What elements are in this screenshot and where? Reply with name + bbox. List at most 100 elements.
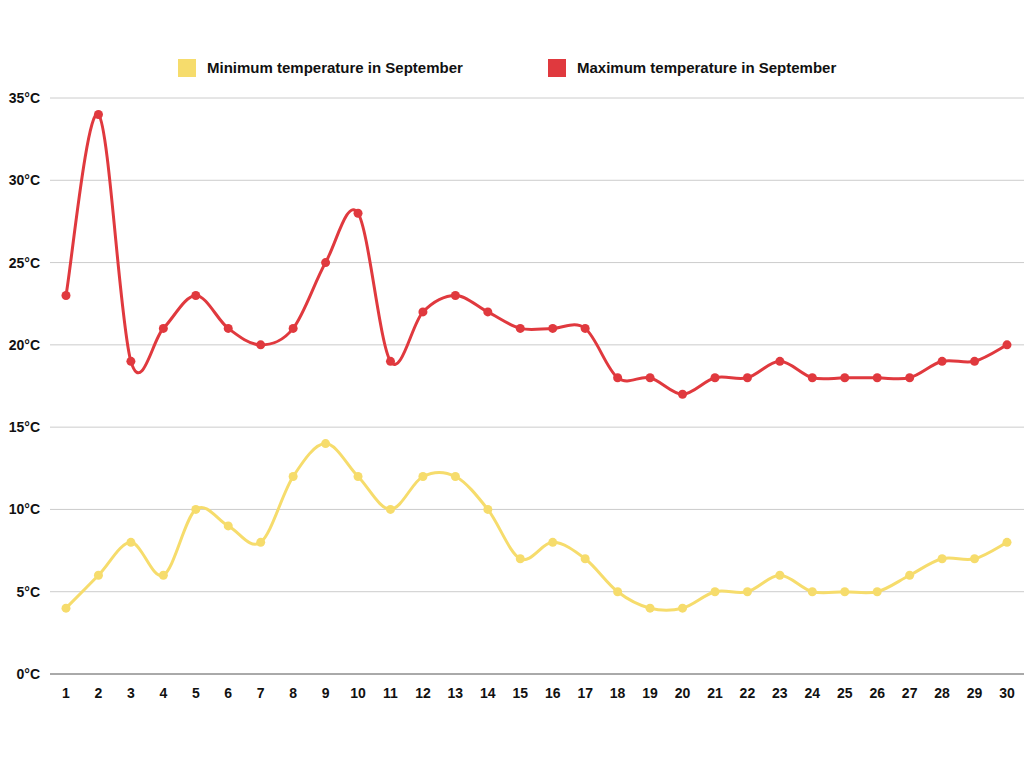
- x-tick-label: 3: [127, 685, 135, 701]
- legend-label: Minimum temperature in September: [207, 59, 463, 76]
- x-tick-label: 1: [62, 685, 70, 701]
- series-line: [66, 444, 1007, 611]
- series-point: [191, 291, 200, 300]
- x-tick-label: 5: [192, 685, 200, 701]
- series-point: [224, 324, 233, 333]
- y-tick-label: 25°C: [9, 255, 40, 271]
- series-point: [775, 571, 784, 580]
- x-tick-label: 28: [934, 685, 950, 701]
- y-tick-label: 5°C: [17, 584, 41, 600]
- x-tick-label: 18: [610, 685, 626, 701]
- series-point: [62, 604, 71, 613]
- series-point: [840, 373, 849, 382]
- x-tick-label: 27: [902, 685, 918, 701]
- y-tick-label: 35°C: [9, 90, 40, 106]
- series-point: [743, 587, 752, 596]
- series-point: [1003, 340, 1012, 349]
- x-tick-label: 12: [415, 685, 431, 701]
- series-point: [678, 604, 687, 613]
- grid-line: [50, 674, 1024, 675]
- series-point: [970, 357, 979, 366]
- legend-label: Maximum temperature in September: [577, 59, 836, 76]
- series-point: [354, 209, 363, 218]
- legend-swatch: [178, 59, 196, 77]
- y-tick-label: 15°C: [9, 419, 40, 435]
- series-point: [191, 505, 200, 514]
- series-point: [840, 587, 849, 596]
- grid-line: [50, 180, 1024, 181]
- x-tick-label: 29: [967, 685, 983, 701]
- x-tick-label: 2: [95, 685, 103, 701]
- series-point: [386, 505, 395, 514]
- x-tick-label: 22: [740, 685, 756, 701]
- x-tick-label: 10: [350, 685, 366, 701]
- series-point: [613, 373, 622, 382]
- y-tick-label: 20°C: [9, 337, 40, 353]
- legend-swatch: [548, 59, 566, 77]
- series-point: [646, 604, 655, 613]
- series-point: [62, 291, 71, 300]
- chart: 0°C5°C10°C15°C20°C25°C30°C35°C1234567891…: [0, 0, 1024, 768]
- x-tick-label: 4: [159, 685, 167, 701]
- grid-line: [50, 344, 1024, 345]
- x-tick-label: 21: [707, 685, 723, 701]
- series-point: [613, 587, 622, 596]
- series-point: [710, 373, 719, 382]
- x-tick-label: 8: [289, 685, 297, 701]
- x-tick-label: 19: [642, 685, 658, 701]
- series-point: [354, 472, 363, 481]
- x-tick-label: 6: [224, 685, 232, 701]
- series-point: [873, 373, 882, 382]
- series-point: [808, 373, 817, 382]
- x-tick-label: 24: [805, 685, 821, 701]
- series-point: [548, 324, 557, 333]
- series-point: [581, 324, 590, 333]
- series-point: [516, 554, 525, 563]
- x-tick-label: 14: [480, 685, 496, 701]
- grid-line: [50, 427, 1024, 428]
- series-point: [159, 571, 168, 580]
- x-tick-label: 11: [383, 685, 398, 701]
- x-tick-label: 25: [837, 685, 853, 701]
- x-tick-label: 26: [869, 685, 885, 701]
- series-point: [224, 521, 233, 530]
- x-tick-label: 15: [512, 685, 528, 701]
- x-tick-label: 30: [999, 685, 1015, 701]
- x-tick-label: 16: [545, 685, 561, 701]
- series-point: [451, 291, 460, 300]
- series-point: [483, 307, 492, 316]
- y-tick-label: 30°C: [9, 172, 40, 188]
- series-point: [743, 373, 752, 382]
- series-point: [808, 587, 817, 596]
- plot-area: [62, 110, 1012, 613]
- series-point: [321, 258, 330, 267]
- series-point: [646, 373, 655, 382]
- series-point: [483, 505, 492, 514]
- series-point: [418, 472, 427, 481]
- series-point: [94, 571, 103, 580]
- series-point: [873, 587, 882, 596]
- series-point: [386, 357, 395, 366]
- series-point: [516, 324, 525, 333]
- series-point: [256, 340, 265, 349]
- series-point: [451, 472, 460, 481]
- x-tick-label: 23: [772, 685, 788, 701]
- series-point: [94, 110, 103, 119]
- grid-line: [50, 98, 1024, 99]
- y-tick-label: 10°C: [9, 501, 40, 517]
- grid-line: [50, 262, 1024, 263]
- series-point: [970, 554, 979, 563]
- series-point: [418, 307, 427, 316]
- series-point: [678, 390, 687, 399]
- series-point: [710, 587, 719, 596]
- series-point: [1003, 538, 1012, 547]
- series-line: [66, 114, 1007, 394]
- x-tick-label: 17: [577, 685, 593, 701]
- series-point: [289, 324, 298, 333]
- series-point: [548, 538, 557, 547]
- series-point: [126, 357, 135, 366]
- x-tick-label: 9: [322, 685, 330, 701]
- series-point: [905, 571, 914, 580]
- series-point: [905, 373, 914, 382]
- series-point: [938, 554, 947, 563]
